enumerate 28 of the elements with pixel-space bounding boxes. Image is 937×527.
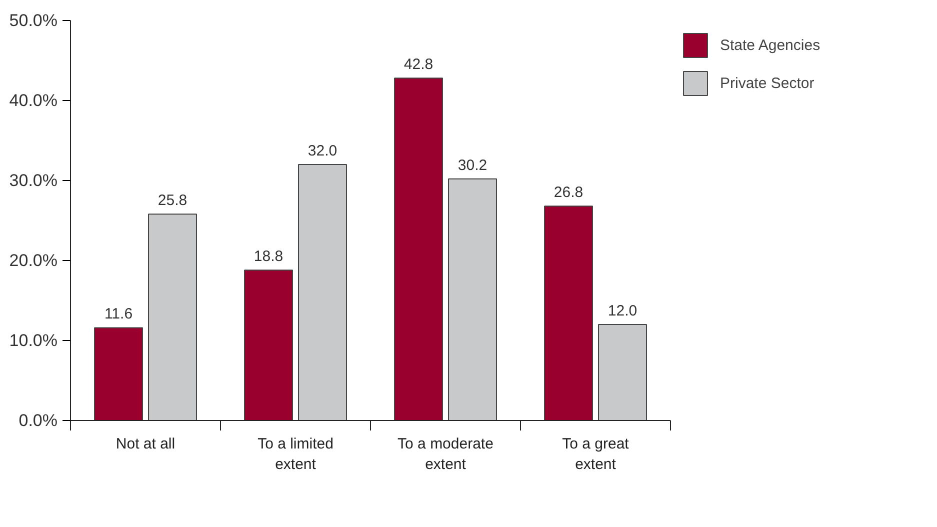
bar: [94, 327, 143, 420]
data-label: 26.8: [554, 184, 584, 202]
bar: [394, 78, 443, 420]
legend-label: Private Sector: [720, 74, 814, 92]
data-label: 11.6: [104, 306, 133, 323]
x-tick-label: Not at all: [116, 436, 176, 452]
bar: [598, 324, 647, 420]
y-tick-label: 50.0%: [9, 11, 58, 30]
data-label: 42.8: [404, 56, 434, 74]
bar: [148, 214, 197, 420]
data-label: 32.0: [308, 142, 338, 160]
x-tick-label: To a limited extent: [258, 436, 334, 473]
x-tick-label: To a great extent: [562, 436, 630, 473]
y-tick-label: 20.0%: [9, 251, 58, 270]
y-tick-label: 10.0%: [9, 331, 58, 350]
data-label: 25.8: [158, 192, 188, 210]
y-tick-label: 40.0%: [9, 91, 58, 110]
x-tick-label: To a moderate extent: [398, 436, 494, 473]
bar: [244, 270, 293, 420]
data-label: 12.0: [608, 302, 638, 320]
legend-label: State Agencies: [720, 36, 820, 54]
bar: [544, 206, 593, 420]
y-tick-label: 0.0%: [18, 411, 58, 430]
data-label: 18.8: [254, 248, 284, 266]
data-label: 30.2: [458, 156, 488, 174]
bar: [448, 178, 497, 420]
bar: [298, 164, 347, 420]
y-tick-label: 30.0%: [9, 171, 58, 190]
